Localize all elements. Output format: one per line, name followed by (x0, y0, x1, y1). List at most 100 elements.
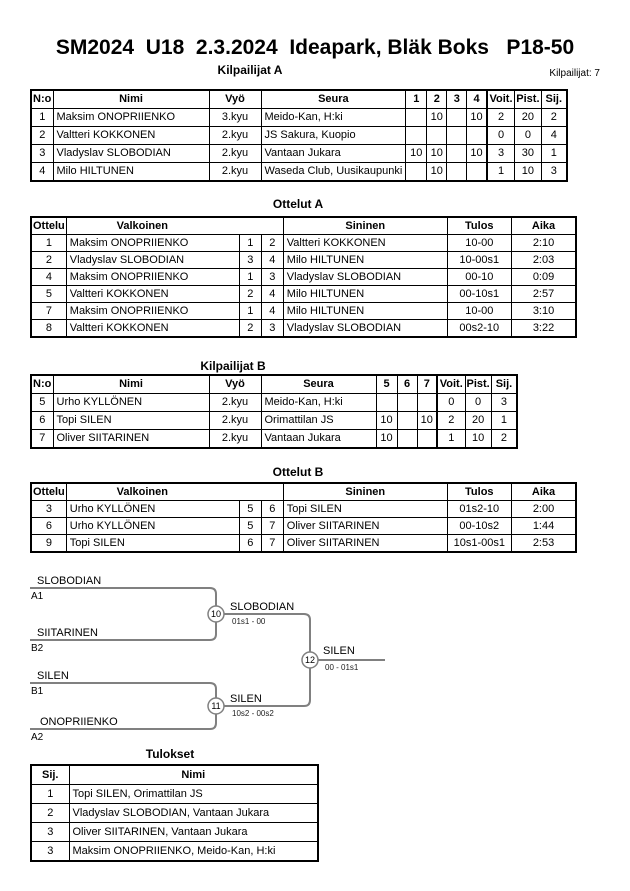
table-row: 3 Maksim ONOPRIIENKO, Meido-Kan, H:ki (30, 841, 319, 862)
participants-count: Kilpailijat: 7 (549, 68, 600, 79)
bracket-winner-name: SILEN (323, 645, 355, 657)
bracket-seed: A1 (31, 591, 44, 602)
cell (396, 429, 418, 449)
cell (446, 126, 468, 145)
cell: 10 (464, 429, 492, 449)
table-row: 6 Urho KYLLÖNEN 5 7 Oliver SIITARINEN 00… (30, 517, 577, 535)
table-row: 3 Oliver SIITARINEN, Vantaan Jukara (30, 822, 319, 842)
cell: 4 (540, 126, 568, 145)
table-row: 7 Maksim ONOPRIIENKO 1 4 Milo HILTUNEN 1… (30, 302, 577, 320)
column-header: Sininen (282, 216, 448, 235)
cell: 2 (238, 285, 262, 303)
cell: 1 (490, 411, 518, 430)
match-number-circle (301, 651, 319, 669)
bracket-player-name: SILEN (37, 670, 69, 682)
cell: 6 (30, 411, 54, 430)
column-header: Vyö (208, 89, 262, 109)
cell: Valtteri KOKKONEN (65, 319, 240, 338)
cell (446, 144, 468, 163)
matches-a-title: Ottelut A (272, 197, 324, 211)
column-header: N:o (30, 89, 54, 109)
cell: 9 (30, 534, 67, 553)
bracket-winner-name: SILEN (230, 693, 262, 705)
cell: 2:10 (510, 234, 577, 252)
cell: 20 (464, 411, 492, 430)
cell: 5 (238, 517, 262, 535)
cell: 2:57 (510, 285, 577, 303)
cell: Urho KYLLÖNEN (65, 500, 240, 518)
cell: 3 (485, 144, 516, 163)
cell: 2 (30, 803, 70, 823)
cell: 00s2-10 (446, 319, 512, 338)
cell: 1 (485, 162, 516, 182)
column-header: Sij. (540, 89, 568, 109)
column-header: Nimi (52, 89, 210, 109)
column-header: 5 (375, 374, 398, 394)
cell: 10-00s1 (446, 251, 512, 269)
cell: 8 (30, 319, 67, 338)
header-row: Ottelu Valkoinen Sininen Tulos Aika (30, 216, 577, 235)
cell: 3 (30, 500, 67, 518)
column-header: Aika (510, 216, 577, 235)
cell: Valtteri KOKKONEN (65, 285, 240, 303)
cell: 7 (260, 517, 284, 535)
bracket-score: 01s1 - 00 (232, 617, 266, 626)
cell: Vladyslav SLOBODIAN (65, 251, 240, 269)
bracket-seed: B1 (31, 686, 44, 697)
cell: 0:09 (510, 268, 577, 286)
cell: 10-00 (446, 302, 512, 320)
cell: 1 (30, 234, 67, 252)
bracket-score: 00 - 01s1 (325, 663, 359, 672)
cell: 4 (260, 302, 284, 320)
table-row: 2 Valtteri KOKKONEN 2.kyu JS Sakura, Kuo… (30, 126, 568, 145)
table-row: 1 Maksim ONOPRIIENKO 3.kyu Meido-Kan, H:… (30, 108, 568, 127)
cell: 00-10s1 (446, 285, 512, 303)
column-header: Seura (260, 374, 377, 394)
cell: Orimattilan JS (260, 411, 377, 430)
match-number-circle (207, 605, 225, 623)
cell: 3 (260, 319, 284, 338)
cell: 1 (238, 234, 262, 252)
cell: Vladyslav SLOBODIAN (52, 144, 210, 163)
pool-b-title: Kilpailijat B (200, 359, 266, 373)
cell: Milo HILTUNEN (52, 162, 210, 182)
cell: Topi SILEN (65, 534, 240, 553)
cell: Topi SILEN (282, 500, 448, 518)
cell: 2:00 (510, 500, 577, 518)
column-header: Voit. (485, 89, 516, 109)
cell: 1 (238, 268, 262, 286)
cell: 00-10s2 (446, 517, 512, 535)
table-row: 4 Maksim ONOPRIIENKO 1 3 Vladyslav SLOBO… (30, 268, 577, 286)
cell: 1 (436, 429, 466, 449)
cell: 7 (260, 534, 284, 553)
cell: Vladyslav SLOBODIAN (282, 268, 448, 286)
cell: 10 (375, 429, 398, 449)
cell: Milo HILTUNEN (282, 285, 448, 303)
cell: JS Sakura, Kuopio (260, 126, 407, 145)
cell: 4 (30, 268, 67, 286)
match-number: 10 (211, 609, 221, 619)
cell: 5 (238, 500, 262, 518)
cell (416, 393, 438, 412)
cell: 5 (30, 393, 54, 412)
cell: 1 (30, 784, 70, 804)
cell: 0 (464, 393, 492, 412)
column-header: Ottelu (30, 216, 67, 235)
cell: Milo HILTUNEN (282, 251, 448, 269)
cell: 6 (260, 500, 284, 518)
cell: Oliver SIITARINEN (282, 534, 448, 553)
column-header: Pist. (514, 89, 542, 109)
cell: 2 (238, 319, 262, 338)
table-row: 1 Maksim ONOPRIIENKO 1 2 Valtteri KOKKON… (30, 234, 577, 252)
cell (466, 162, 488, 182)
cell: Milo HILTUNEN (282, 302, 448, 320)
header-row: Ottelu Valkoinen Sininen Tulos Aika (30, 482, 577, 501)
cell: 10 (426, 144, 448, 163)
match-number: 12 (305, 655, 315, 665)
cell: Vladyslav SLOBODIAN (282, 319, 448, 338)
pool-a-title: Kilpailijat A (217, 63, 283, 77)
cell: Valtteri KOKKONEN (282, 234, 448, 252)
cell: Vantaan Jukara (260, 144, 407, 163)
bracket-winner-name: SLOBODIAN (230, 601, 295, 613)
